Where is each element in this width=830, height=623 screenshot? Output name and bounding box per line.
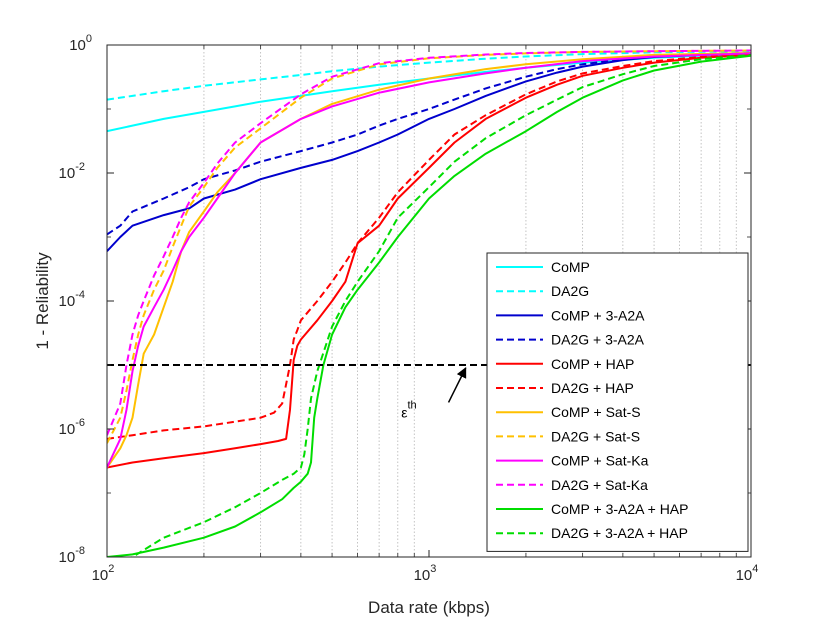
- legend-label: CoMP + 3-A2A: [551, 307, 645, 323]
- annotation-group: εth: [107, 364, 751, 421]
- series-line-6: [107, 53, 751, 440]
- x-tick-label: 102: [92, 563, 115, 584]
- y-tick-label: 10-2: [59, 161, 85, 182]
- series-line-3: [107, 52, 751, 252]
- y-tick-label: 10-6: [59, 417, 85, 438]
- y-tick-label: 10-8: [59, 545, 85, 566]
- y-tick-label: 10-4: [59, 289, 85, 310]
- legend-label: CoMP + Sat-Ka: [551, 453, 649, 469]
- legend-box: [486, 252, 749, 552]
- x-tick-label: 104: [736, 563, 759, 584]
- ticks: [106, 44, 752, 558]
- y-tick-label: 100: [69, 33, 92, 54]
- legend-label: DA2G + HAP: [551, 380, 634, 396]
- legend-label: DA2G + 3-A2A + HAP: [551, 525, 688, 541]
- series-line-12: [130, 53, 751, 557]
- series-line-2: [107, 50, 751, 101]
- legend-label: CoMP: [551, 259, 590, 275]
- series-line-5: [107, 53, 751, 469]
- series-line-8: [107, 49, 751, 444]
- y-axis-title: 1 - Reliability: [33, 252, 52, 350]
- series-line-4: [107, 52, 751, 236]
- threshold-label: εth: [401, 400, 416, 421]
- legend-label: DA2G + Sat-S: [551, 428, 640, 444]
- series-group: [107, 49, 751, 557]
- threshold-arrow: [447, 367, 467, 403]
- tick-labels: 102 103 104 10-8 10-6 10-4 10-2 100: [59, 33, 759, 584]
- legend-label: CoMP + HAP: [551, 356, 634, 372]
- legend-label: CoMP + 3-A2A + HAP: [551, 501, 688, 517]
- legend-label: DA2G: [551, 283, 589, 299]
- series-line-7: [107, 52, 751, 469]
- legend-label: DA2G + Sat-Ka: [551, 477, 648, 493]
- legend-label: DA2G + 3-A2A: [551, 332, 645, 348]
- x-axis-title: Data rate (kbps): [368, 598, 490, 617]
- series-line-11: [107, 54, 751, 557]
- x-tick-label: 103: [414, 563, 437, 584]
- series-line-10: [107, 49, 751, 436]
- legend-label: CoMP + Sat-S: [551, 404, 641, 420]
- series-line-9: [107, 52, 751, 468]
- legend: CoMP DA2G CoMP + 3-A2A DA2G + 3-A2A CoMP + H…: [486, 252, 749, 552]
